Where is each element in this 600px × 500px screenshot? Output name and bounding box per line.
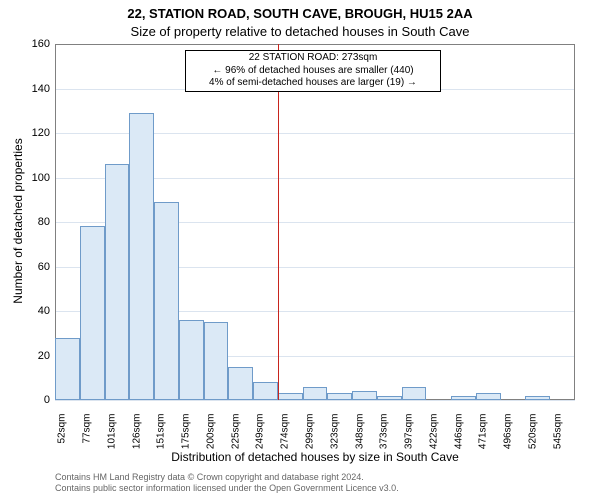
x-tick-label: 126sqm [131,414,142,469]
x-tick-label: 225sqm [230,414,241,469]
plot-area [55,44,575,400]
x-tick-label: 151sqm [156,414,167,469]
annot-line-1: 22 STATION ROAD: 273sqm [190,52,436,65]
x-tick-label: 52sqm [57,414,68,469]
chart-subtitle: Size of property relative to detached ho… [0,24,600,39]
histogram-bar [105,164,130,400]
histogram-bar [278,393,303,400]
reference-annotation: 22 STATION ROAD: 273sqm← 96% of detached… [185,50,441,92]
reference-line [278,44,279,400]
x-tick-label: 373sqm [379,414,390,469]
x-tick-label: 348sqm [354,414,365,469]
histogram-bar [80,226,105,400]
histogram-bar [327,393,352,400]
y-tick-label: 160 [20,38,50,50]
y-tick-label: 60 [20,261,50,273]
x-tick-label: 101sqm [106,414,117,469]
histogram-bar [525,396,550,400]
gridline [55,44,575,45]
gridline [55,400,575,401]
histogram-bar [154,202,179,400]
chart-title-address: 22, STATION ROAD, SOUTH CAVE, BROUGH, HU… [0,6,600,21]
x-tick-label: 446sqm [453,414,464,469]
y-tick-label: 0 [20,394,50,406]
x-tick-label: 545sqm [552,414,563,469]
x-tick-label: 249sqm [255,414,266,469]
histogram-bar [228,367,253,400]
attribution-line-2: Contains public sector information licen… [55,483,399,494]
annot-line-3: 4% of semi-detached houses are larger (1… [190,77,436,90]
histogram-bar [253,382,278,400]
attribution-text: Contains HM Land Registry data © Crown c… [55,472,399,494]
y-tick-label: 120 [20,127,50,139]
y-tick-label: 40 [20,305,50,317]
histogram-bar [377,396,402,400]
x-tick-label: 274sqm [280,414,291,469]
x-tick-label: 397sqm [404,414,415,469]
x-tick-label: 323sqm [329,414,340,469]
y-tick-label: 140 [20,83,50,95]
histogram-bar [55,338,80,400]
histogram-bar [402,387,427,400]
chart-container: 22, STATION ROAD, SOUTH CAVE, BROUGH, HU… [0,0,600,500]
x-tick-label: 520sqm [527,414,538,469]
annot-line-2: ← 96% of detached houses are smaller (44… [190,65,436,78]
histogram-bar [352,391,377,400]
x-tick-label: 77sqm [82,414,93,469]
x-tick-label: 422sqm [428,414,439,469]
histogram-bar [451,396,476,400]
histogram-bar [179,320,204,400]
histogram-bar [204,322,229,400]
histogram-bar [303,387,328,400]
x-tick-label: 175sqm [181,414,192,469]
x-tick-label: 200sqm [205,414,216,469]
x-tick-label: 496sqm [503,414,514,469]
x-tick-label: 471sqm [478,414,489,469]
histogram-bar [129,113,154,400]
attribution-line-1: Contains HM Land Registry data © Crown c… [55,472,399,483]
y-tick-label: 80 [20,216,50,228]
histogram-bar [476,393,501,400]
y-tick-label: 100 [20,172,50,184]
x-tick-label: 299sqm [305,414,316,469]
y-tick-label: 20 [20,350,50,362]
